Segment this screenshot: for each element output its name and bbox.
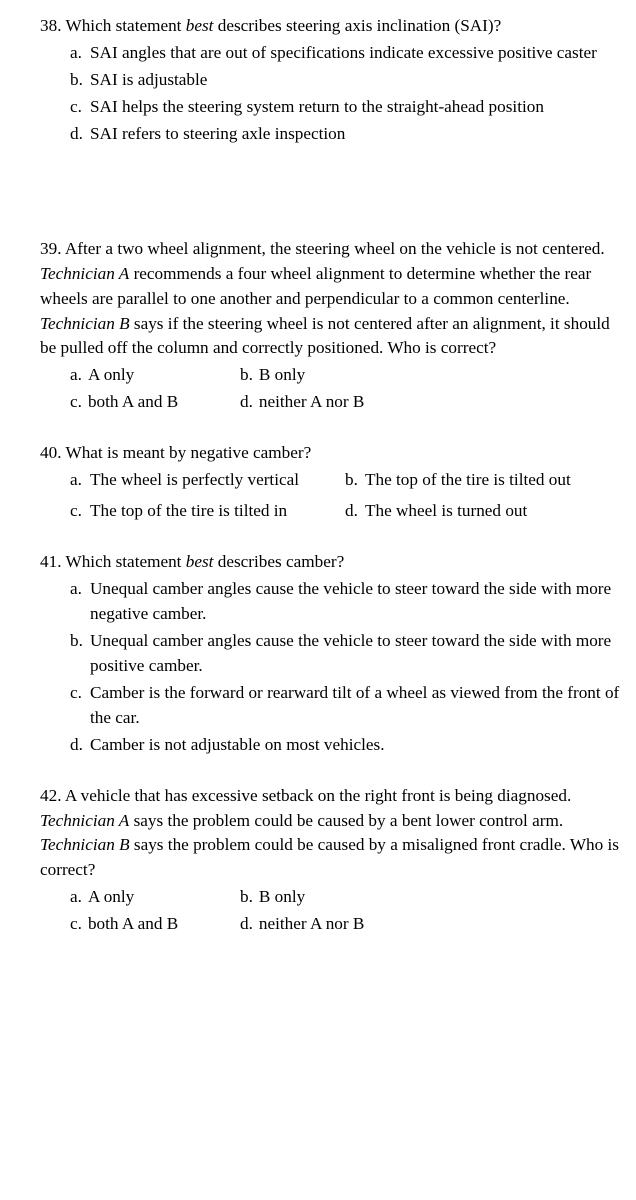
option-text: SAI refers to steering axle inspection (90, 122, 620, 147)
option-text: neither A nor B (259, 390, 365, 415)
stem-emphasis: best (186, 16, 214, 35)
question-number: 42. (40, 786, 61, 805)
question-40-options: a.The wheel is perfectly vertical b.The … (40, 468, 620, 524)
question-40-stem: 40. What is meant by negative camber? (40, 441, 620, 466)
question-38-stem: 38. Which statement best describes steer… (40, 14, 620, 39)
option-label: d. (240, 912, 253, 937)
option-b: b.B only (240, 885, 305, 910)
option-label: b. (345, 468, 365, 493)
option-d: d.Camber is not adjustable on most vehic… (70, 733, 620, 758)
option-c: c.SAI helps the steering system return t… (70, 95, 620, 120)
option-text: The top of the tire is tilted out (365, 468, 610, 493)
option-b: b.The top of the tire is tilted out (345, 468, 620, 493)
option-a: a.A only (70, 363, 240, 388)
stem-text: What is meant by negative camber? (65, 443, 311, 462)
option-text: SAI helps the steering system return to … (90, 95, 620, 120)
stem-text: After a two wheel alignment, the steerin… (65, 239, 605, 258)
question-39-stem: 39. After a two wheel alignment, the ste… (40, 237, 620, 362)
option-c: c.Camber is the forward or rearward tilt… (70, 681, 620, 731)
option-label: c. (70, 95, 90, 120)
option-label: d. (240, 390, 253, 415)
stem-emphasis: Technician A (40, 811, 129, 830)
question-38: 38. Which statement best describes steer… (40, 14, 620, 147)
option-label: d. (70, 122, 90, 147)
option-text: SAI angles that are out of specification… (90, 41, 620, 66)
question-number: 41. (40, 552, 61, 571)
question-39: 39. After a two wheel alignment, the ste… (40, 237, 620, 416)
stem-emphasis: Technician B (40, 314, 130, 333)
option-text: B only (259, 885, 305, 910)
option-a: a.A only (70, 885, 240, 910)
question-number: 38. (40, 16, 61, 35)
question-42-stem: 42. A vehicle that has excessive setback… (40, 784, 620, 884)
option-d: d.SAI refers to steering axle inspection (70, 122, 620, 147)
stem-emphasis: Technician B (40, 835, 130, 854)
option-d: d.The wheel is turned out (345, 499, 620, 524)
stem-emphasis: Technician A (40, 264, 129, 283)
question-41-stem: 41. Which statement best describes cambe… (40, 550, 620, 575)
option-text: Camber is the forward or rearward tilt o… (90, 681, 620, 731)
option-label: d. (345, 499, 365, 524)
option-d: d.neither A nor B (240, 390, 364, 415)
stem-text: Which statement (65, 16, 185, 35)
option-text: SAI is adjustable (90, 68, 620, 93)
question-41: 41. Which statement best describes cambe… (40, 550, 620, 758)
question-42-options-row2: c.both A and B d.neither A nor B (40, 912, 620, 937)
option-b: b.Unequal camber angles cause the vehicl… (70, 629, 620, 679)
question-40: 40. What is meant by negative camber? a.… (40, 441, 620, 524)
option-c: c.both A and B (70, 390, 240, 415)
question-number: 40. (40, 443, 61, 462)
option-label: c. (70, 681, 90, 731)
option-text: Unequal camber angles cause the vehicle … (90, 577, 620, 627)
stem-text: describes steering axis inclination (SAI… (213, 16, 501, 35)
option-c: c.The top of the tire is tilted in (70, 499, 345, 524)
stem-emphasis: best (186, 552, 214, 571)
option-label: c. (70, 499, 90, 524)
question-39-options-row2: c.both A and B d.neither A nor B (40, 390, 620, 415)
question-39-options-row1: a.A only b.B only (40, 363, 620, 388)
option-label: a. (70, 363, 82, 388)
option-label: b. (70, 629, 90, 679)
question-38-options: a.SAI angles that are out of specificati… (40, 41, 620, 147)
stem-text: says the problem could be caused by a be… (129, 811, 563, 830)
option-b: b.B only (240, 363, 305, 388)
question-42: 42. A vehicle that has excessive setback… (40, 784, 620, 938)
option-label: c. (70, 912, 82, 937)
option-label: b. (70, 68, 90, 93)
option-text: Camber is not adjustable on most vehicle… (90, 733, 620, 758)
option-text: The top of the tire is tilted in (90, 499, 335, 524)
option-text: A only (88, 885, 134, 910)
option-label: a. (70, 41, 90, 66)
option-text: both A and B (88, 390, 178, 415)
option-label: a. (70, 468, 90, 493)
option-label: c. (70, 390, 82, 415)
stem-text: describes camber? (213, 552, 344, 571)
option-text: The wheel is turned out (365, 499, 610, 524)
option-a: a.Unequal camber angles cause the vehicl… (70, 577, 620, 627)
option-label: b. (240, 885, 253, 910)
option-label: b. (240, 363, 253, 388)
question-number: 39. (40, 239, 61, 258)
option-b: b.SAI is adjustable (70, 68, 620, 93)
stem-text: Which statement (65, 552, 185, 571)
option-label: a. (70, 885, 82, 910)
option-label: a. (70, 577, 90, 627)
option-label: d. (70, 733, 90, 758)
option-text: B only (259, 363, 305, 388)
question-42-options-row1: a.A only b.B only (40, 885, 620, 910)
option-text: neither A nor B (259, 912, 365, 937)
option-a: a.The wheel is perfectly vertical (70, 468, 345, 493)
option-a: a.SAI angles that are out of specificati… (70, 41, 620, 66)
option-text: Unequal camber angles cause the vehicle … (90, 629, 620, 679)
option-c: c.both A and B (70, 912, 240, 937)
option-text: both A and B (88, 912, 178, 937)
option-text: The wheel is perfectly vertical (90, 468, 335, 493)
option-d: d.neither A nor B (240, 912, 364, 937)
question-41-options: a.Unequal camber angles cause the vehicl… (40, 577, 620, 758)
stem-text: A vehicle that has excessive setback on … (65, 786, 571, 805)
option-text: A only (88, 363, 134, 388)
